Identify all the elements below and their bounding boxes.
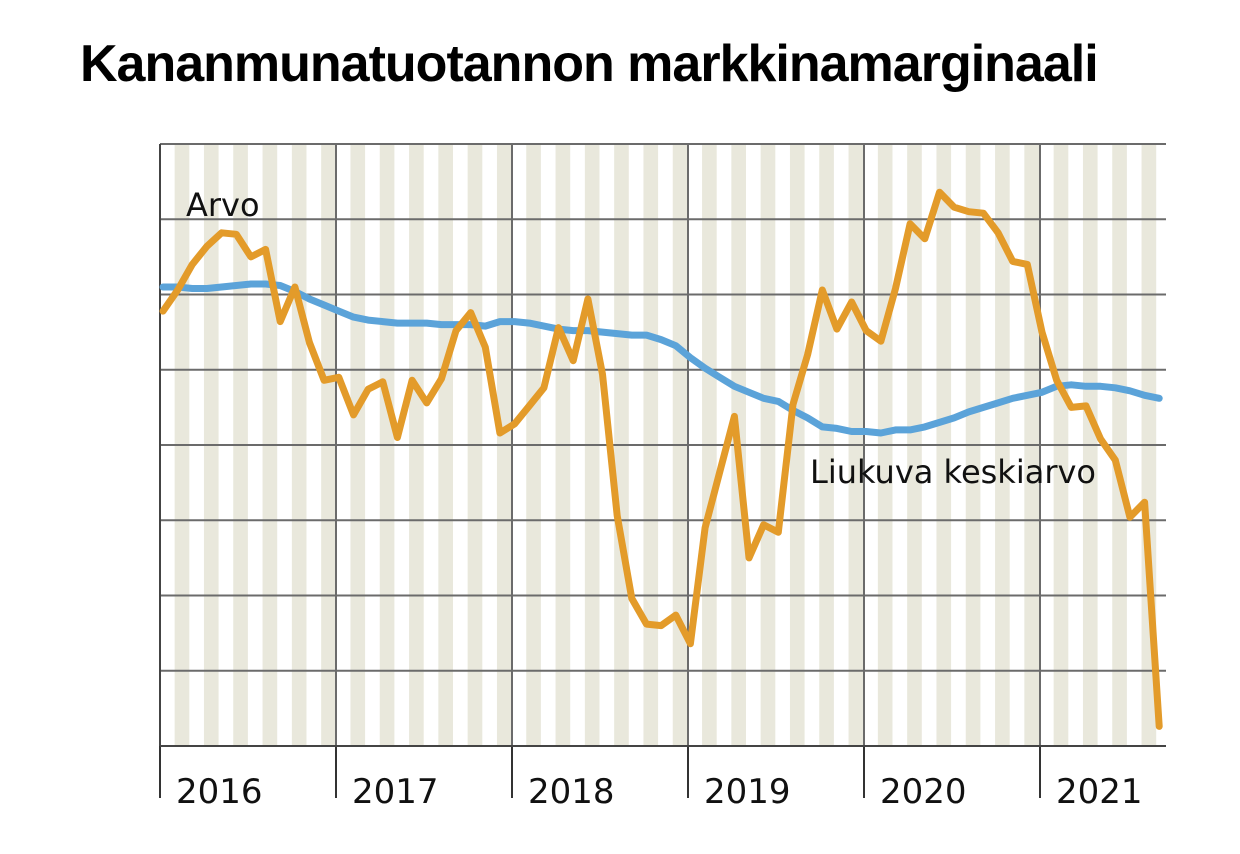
year-labels: 2016 2017 2018 2019 2020 2021	[176, 772, 1143, 812]
series-line-liukuva-keskiarvo	[159, 280, 1163, 437]
chart-title: Kananmunatuotannon markkinamarginaali	[80, 35, 1099, 93]
series-label-liukuva-keskiarvo: Liukuva keskiarvo	[810, 453, 1096, 491]
year-label: 2021	[1056, 772, 1143, 812]
year-label: 2019	[704, 772, 791, 812]
year-label: 2020	[880, 772, 967, 812]
series-line-arvo	[159, 188, 1163, 730]
y-gridlines	[160, 143, 1166, 672]
series-label-arvo: Arvo	[186, 186, 260, 224]
year-label: 2018	[528, 772, 615, 812]
year-label: 2017	[352, 772, 439, 812]
year-label: 2016	[176, 772, 263, 812]
